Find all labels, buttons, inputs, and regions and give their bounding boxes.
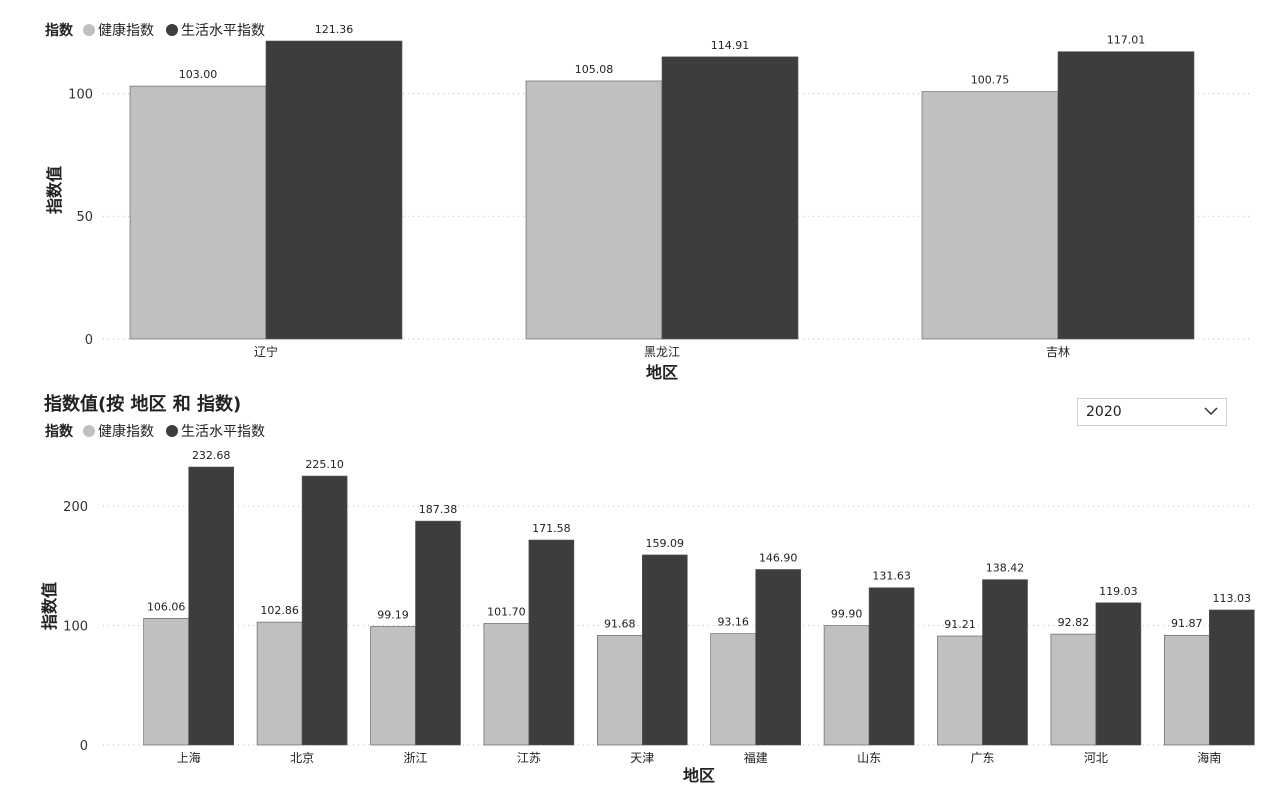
data-label: 105.08 (575, 63, 614, 76)
bar-health (710, 633, 757, 746)
bar-living (188, 466, 234, 746)
legend-item-living[interactable]: 生活水平指数 (166, 421, 265, 441)
bar-health (1164, 634, 1210, 746)
data-label: 102.86 (260, 604, 299, 617)
x-tick-label: 广东 (970, 751, 994, 765)
x-tick-label: 江苏 (517, 751, 541, 765)
bar-health (129, 85, 267, 340)
top-legend: 指数 健康指数 生活水平指数 (45, 20, 271, 40)
chevron-down-icon (1204, 404, 1218, 420)
data-label: 99.90 (831, 608, 863, 621)
bar-health (596, 635, 643, 746)
data-label: 113.03 (1213, 592, 1252, 605)
bar-living (1095, 602, 1142, 746)
data-label: 131.63 (872, 570, 911, 583)
data-label: 117.01 (1107, 34, 1146, 47)
data-label: 232.68 (192, 449, 231, 462)
data-label: 99.19 (377, 608, 409, 621)
legend-label-living: 生活水平指数 (181, 424, 265, 440)
bottom-chart-title: 指数值(按 地区 和 指数) (44, 394, 242, 415)
legend-item-health[interactable]: 健康指数 (83, 20, 154, 40)
data-label: 106.06 (147, 600, 186, 613)
data-label: 171.58 (532, 522, 571, 535)
bar-health (1050, 633, 1097, 746)
data-label: 138.42 (986, 562, 1025, 575)
data-label: 114.91 (711, 39, 750, 52)
bar-living (982, 579, 1028, 746)
y-tick-label: 100 (63, 620, 88, 635)
data-label: 93.16 (717, 616, 749, 629)
data-label: 101.70 (487, 605, 526, 618)
data-label: 92.82 (1058, 616, 1090, 629)
bar-living (661, 56, 799, 340)
x-tick-label: 北京 (290, 751, 314, 765)
bar-living (1209, 609, 1255, 746)
bar-health (937, 635, 983, 746)
data-label: 121.36 (315, 23, 354, 36)
bottom-legend: 指数 健康指数 生活水平指数 (45, 421, 271, 441)
data-label: 225.10 (305, 458, 344, 471)
y-tick-label: 0 (85, 333, 93, 348)
x-tick-label: 上海 (177, 750, 201, 765)
data-label: 91.87 (1171, 617, 1203, 630)
legend-dot-living-icon (166, 425, 178, 437)
x-tick-label: 浙江 (403, 751, 427, 765)
x-tick-label: 辽宁 (254, 344, 278, 359)
bar-health (483, 623, 530, 746)
x-tick-label: 河北 (1084, 751, 1108, 765)
bar-health (370, 626, 416, 746)
legend-item-living[interactable]: 生活水平指数 (166, 20, 265, 40)
x-tick-label: 福建 (744, 750, 768, 765)
bar-living (1057, 51, 1195, 340)
x-tick-label: 吉林 (1046, 345, 1070, 359)
x-axis-title: 地区 (683, 766, 715, 785)
y-tick-label: 100 (68, 87, 93, 102)
data-label: 103.00 (179, 68, 218, 81)
y-tick-label: 200 (63, 500, 88, 515)
bar-health (823, 625, 870, 746)
data-label: 91.21 (944, 618, 976, 631)
legend-item-health[interactable]: 健康指数 (83, 421, 154, 441)
y-tick-label: 0 (80, 739, 88, 754)
bar-living (868, 587, 915, 746)
bar-living (415, 520, 461, 746)
bar-health (525, 80, 663, 340)
bar-living (755, 569, 802, 746)
data-label: 187.38 (419, 503, 458, 516)
legend-title: 指数 (45, 23, 73, 39)
y-axis-title: 指数值 (45, 166, 64, 214)
bar-health (143, 617, 189, 746)
legend-label-health: 健康指数 (98, 23, 154, 39)
legend-label-health: 健康指数 (98, 424, 154, 440)
bar-living (528, 539, 575, 746)
legend-label-living: 生活水平指数 (181, 23, 265, 39)
x-tick-label: 山东 (857, 751, 881, 765)
data-label: 100.75 (971, 74, 1010, 87)
year-filter-value: 2020 (1086, 404, 1122, 420)
x-axis-title: 地区 (646, 363, 678, 382)
top-chart: 0 50 100 103.00 121.36 辽宁 105.08 114.91 黑龙江 100.7… (45, 23, 1252, 382)
bar-living (265, 40, 403, 340)
legend-dot-health-icon (83, 24, 95, 36)
y-axis-title: 指数值 (40, 582, 59, 630)
bottom-chart: 0 100 200 106.06 232.68 上海 102.86 225.10 北京 99.19… (40, 449, 1255, 785)
bar-health (921, 91, 1059, 340)
bar-living (301, 475, 348, 746)
y-tick-label: 50 (76, 210, 93, 225)
data-label: 91.68 (604, 617, 636, 630)
legend-title: 指数 (45, 424, 73, 440)
bar-living (641, 554, 688, 746)
bar-health (256, 621, 303, 746)
year-filter-dropdown[interactable]: 2020 (1077, 398, 1227, 426)
data-label: 146.90 (759, 551, 798, 564)
data-label: 159.09 (646, 537, 685, 550)
legend-dot-health-icon (83, 425, 95, 437)
data-label: 119.03 (1099, 585, 1138, 598)
x-tick-label: 海南 (1197, 750, 1221, 765)
legend-dot-living-icon (166, 24, 178, 36)
x-tick-label: 天津 (630, 751, 654, 765)
x-tick-label: 黑龙江 (644, 345, 680, 359)
